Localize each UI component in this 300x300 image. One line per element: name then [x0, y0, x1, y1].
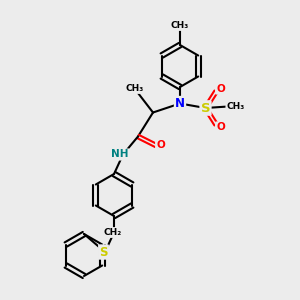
Text: CH₂: CH₂: [103, 228, 122, 237]
Text: S: S: [201, 101, 210, 115]
Text: S: S: [99, 245, 108, 259]
Text: N: N: [175, 97, 185, 110]
Text: O: O: [156, 140, 165, 151]
Text: O: O: [216, 122, 225, 133]
Text: CH₃: CH₃: [126, 84, 144, 93]
Text: O: O: [216, 83, 225, 94]
Text: NH: NH: [111, 149, 129, 160]
Text: CH₃: CH₃: [226, 102, 244, 111]
Text: CH₃: CH₃: [171, 21, 189, 30]
